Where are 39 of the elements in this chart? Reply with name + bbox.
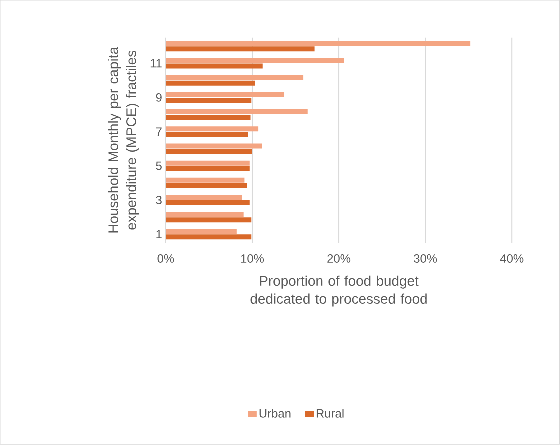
x-tick-label: 0%	[158, 254, 174, 263]
bar	[166, 234, 252, 240]
bar	[166, 195, 242, 200]
bar	[166, 115, 251, 120]
bar	[166, 126, 259, 132]
x-axis-title: Proportion of food budget dedicated to processed food	[250, 276, 427, 307]
bar	[166, 64, 263, 69]
x-tick-label: 10%	[241, 254, 264, 263]
bar	[166, 178, 245, 183]
x-tick-label: 30%	[414, 254, 438, 263]
bar	[166, 212, 244, 218]
x-tick-label: 40%	[500, 254, 524, 263]
y-tick-label: 1	[156, 230, 162, 239]
bar	[166, 166, 250, 172]
bar	[166, 46, 315, 52]
y-axis-title: Household Monthly per capita expenditure (MPCE) fractiles	[108, 47, 140, 233]
bar	[166, 110, 308, 115]
bar	[166, 41, 471, 46]
x-tick-label: 20%	[328, 254, 351, 263]
bar	[166, 160, 250, 166]
bar	[166, 80, 256, 86]
bar	[166, 144, 262, 149]
bar	[166, 218, 252, 223]
legend-label: Urban	[260, 409, 291, 418]
y-tick-label: 3	[156, 196, 162, 205]
bar	[166, 58, 344, 64]
y-tick-label: 9	[156, 94, 162, 102]
bar	[166, 149, 252, 154]
bar	[166, 132, 248, 138]
bar	[166, 200, 250, 206]
y-tick-label: 11	[150, 59, 162, 68]
bar	[166, 183, 248, 188]
bar	[166, 75, 304, 80]
bar	[166, 229, 237, 234]
legend-label: Rural	[316, 409, 344, 418]
y-tick-label: 7	[156, 128, 162, 136]
y-tick-label: 5	[156, 162, 162, 170]
bar	[166, 98, 252, 103]
bar	[166, 92, 285, 98]
